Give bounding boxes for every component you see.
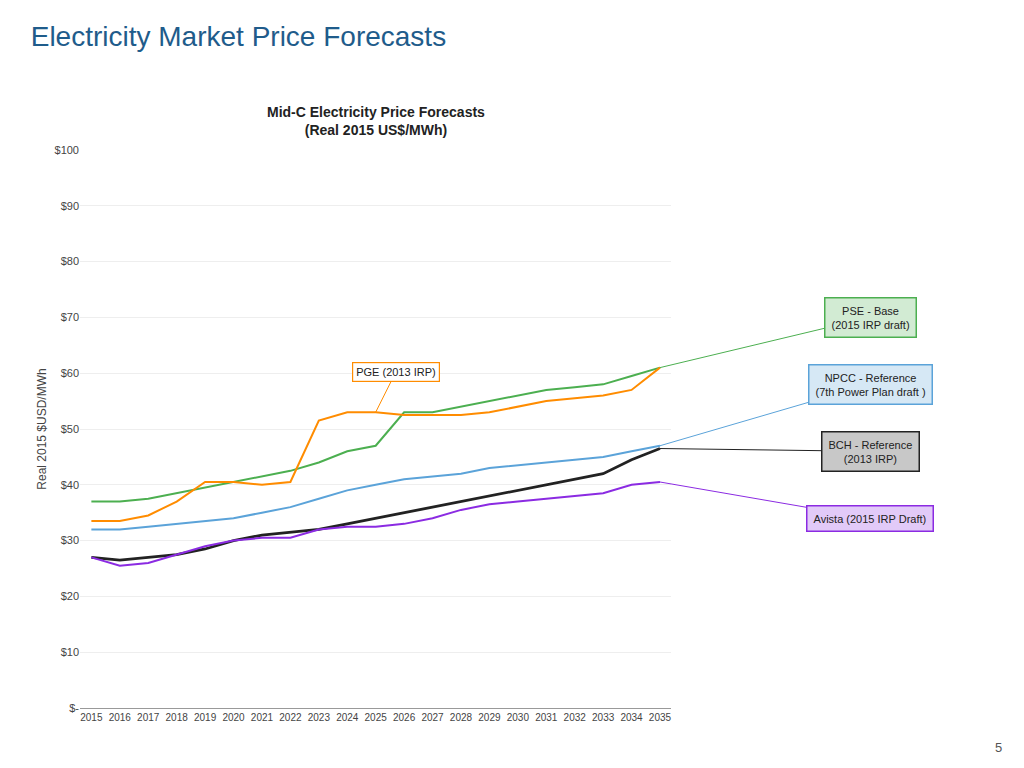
svg-text:2023: 2023 [308, 712, 331, 723]
svg-text:Electricity Market Price Forec: Electricity Market Price Forecasts [31, 21, 446, 52]
svg-text:2024: 2024 [336, 712, 359, 723]
svg-text:2018: 2018 [166, 712, 189, 723]
svg-text:$50: $50 [61, 423, 79, 435]
svg-text:Mid-C Electricity Price Foreca: Mid-C Electricity Price Forecasts(Real 2… [267, 104, 485, 138]
svg-text:$40: $40 [61, 479, 79, 491]
svg-text:BCH - Reference(2013 IRP): BCH - Reference(2013 IRP) [829, 439, 913, 465]
svg-text:5: 5 [995, 740, 1002, 755]
svg-text:$80: $80 [61, 255, 79, 267]
svg-text:2021: 2021 [251, 712, 274, 723]
svg-text:2016: 2016 [109, 712, 132, 723]
svg-text:2026: 2026 [393, 712, 416, 723]
svg-text:2032: 2032 [564, 712, 587, 723]
svg-text:2029: 2029 [478, 712, 501, 723]
svg-text:$10: $10 [61, 646, 79, 658]
svg-text:$-: $- [69, 702, 79, 714]
svg-text:2027: 2027 [421, 712, 444, 723]
svg-text:2030: 2030 [507, 712, 530, 723]
svg-text:2020: 2020 [222, 712, 245, 723]
svg-text:PGE (2013 IRP): PGE (2013 IRP) [356, 366, 435, 378]
svg-text:$100: $100 [55, 144, 79, 156]
svg-text:$90: $90 [61, 200, 79, 212]
svg-text:$70: $70 [61, 311, 79, 323]
svg-text:2031: 2031 [535, 712, 558, 723]
svg-text:$30: $30 [61, 534, 79, 546]
svg-text:$20: $20 [61, 590, 79, 602]
svg-text:2017: 2017 [137, 712, 160, 723]
svg-text:2025: 2025 [365, 712, 388, 723]
svg-text:2015: 2015 [80, 712, 103, 723]
svg-text:$60: $60 [61, 367, 79, 379]
svg-text:Real 2015 $USD/MWh: Real 2015 $USD/MWh [35, 368, 49, 489]
svg-text:2035: 2035 [649, 712, 672, 723]
svg-text:2033: 2033 [592, 712, 615, 723]
svg-text:2019: 2019 [194, 712, 217, 723]
svg-text:Avista (2015 IRP Draft): Avista (2015 IRP Draft) [814, 513, 927, 525]
svg-text:PSE - Base(2015 IRP draft): PSE - Base(2015 IRP draft) [832, 305, 910, 331]
svg-text:NPCC - Reference(7th Power Pla: NPCC - Reference(7th Power Plan draft ) [816, 372, 926, 398]
svg-text:2028: 2028 [450, 712, 473, 723]
svg-text:2022: 2022 [279, 712, 302, 723]
svg-text:2034: 2034 [620, 712, 643, 723]
